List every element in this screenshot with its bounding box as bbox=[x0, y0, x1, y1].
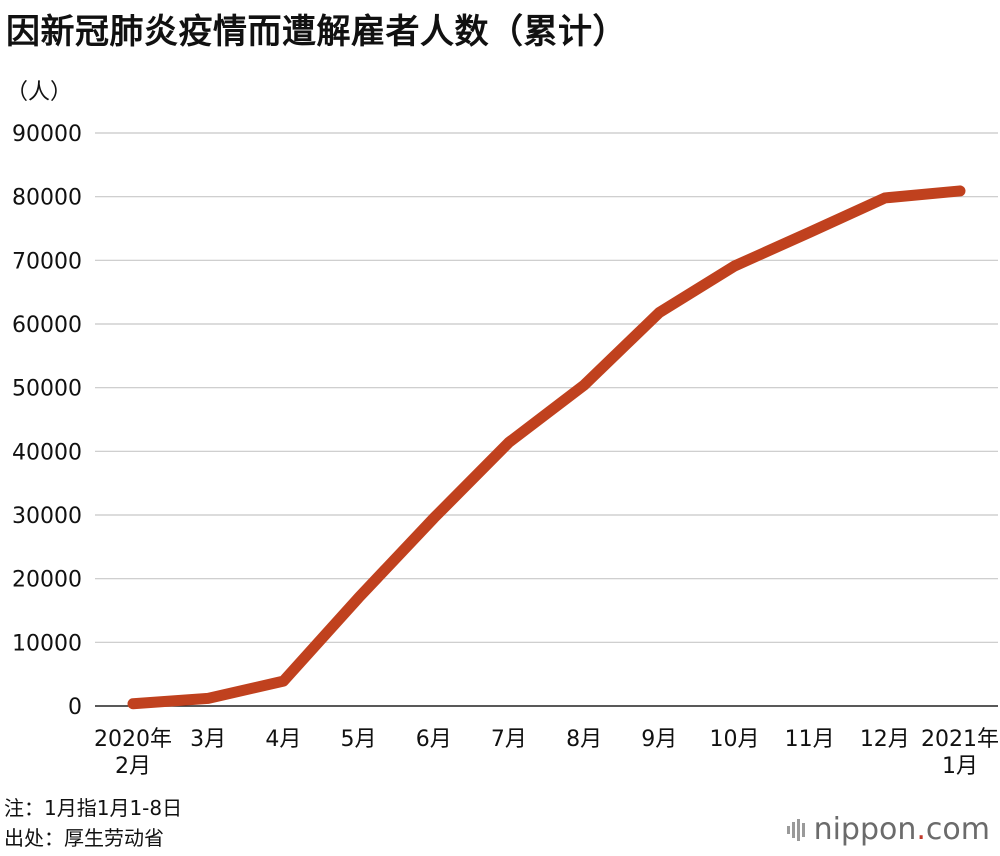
x-tick-label: 3月 bbox=[190, 727, 226, 752]
y-tick-label: 40000 bbox=[12, 440, 82, 465]
data-point bbox=[128, 698, 138, 709]
data-point bbox=[278, 676, 289, 687]
x-tick-label: 2021年 bbox=[921, 727, 999, 752]
x-tick-label: 6月 bbox=[416, 727, 452, 752]
y-axis-unit-label: （人） bbox=[6, 80, 73, 105]
x-tick-label: 10月 bbox=[709, 727, 759, 752]
y-tick-label: 70000 bbox=[12, 249, 82, 274]
y-tick-label: 80000 bbox=[12, 186, 82, 211]
data-point bbox=[729, 261, 740, 272]
data-point bbox=[654, 307, 665, 318]
x-tick-label: 4月 bbox=[265, 727, 301, 752]
data-point bbox=[879, 192, 890, 203]
x-tick-label: 2月 bbox=[115, 754, 151, 779]
footnote: 注：1月指1月1-8日 bbox=[4, 796, 183, 820]
data-point bbox=[955, 185, 965, 196]
source-note: 出处：厚生劳动省 bbox=[4, 826, 164, 850]
data-point bbox=[428, 513, 439, 524]
x-tick-label: 2020年 bbox=[94, 727, 172, 752]
brand-name: nippon bbox=[813, 812, 917, 847]
y-tick-label: 30000 bbox=[12, 504, 82, 529]
x-tick-label: 1月 bbox=[942, 754, 978, 779]
series-layer bbox=[127, 185, 966, 710]
brand-dot: . bbox=[916, 812, 926, 847]
x-tick-label: 7月 bbox=[491, 727, 527, 752]
chart-title: 因新冠肺炎疫情而遭解雇者人数（累计） bbox=[6, 12, 627, 52]
y-tick-label: 50000 bbox=[12, 377, 82, 402]
y-tick-label: 90000 bbox=[12, 122, 82, 147]
x-tick-label: 11月 bbox=[785, 727, 835, 752]
data-point bbox=[203, 693, 214, 704]
x-tick-label: 9月 bbox=[641, 727, 677, 752]
brand-logo: nippon. com bbox=[786, 812, 990, 847]
data-point bbox=[579, 380, 590, 391]
data-point bbox=[503, 437, 514, 448]
y-tick-labels: 0 10000 20000 30000 40000 50000 60000 70000 8000… bbox=[12, 122, 82, 720]
y-tick-label: 20000 bbox=[12, 568, 82, 593]
x-tick-label: 12月 bbox=[860, 727, 910, 752]
waveform-icon bbox=[786, 818, 805, 841]
x-tick-label: 8月 bbox=[566, 727, 602, 752]
y-tick-label: 0 bbox=[68, 695, 82, 720]
x-tick-label: 5月 bbox=[341, 727, 377, 752]
data-point bbox=[353, 592, 364, 603]
y-tick-label: 60000 bbox=[12, 313, 82, 338]
data-point bbox=[804, 227, 815, 238]
y-tick-label: 10000 bbox=[12, 631, 82, 656]
gridlines bbox=[95, 132, 998, 707]
brand-domain: com bbox=[925, 812, 990, 847]
series-line bbox=[127, 185, 966, 710]
